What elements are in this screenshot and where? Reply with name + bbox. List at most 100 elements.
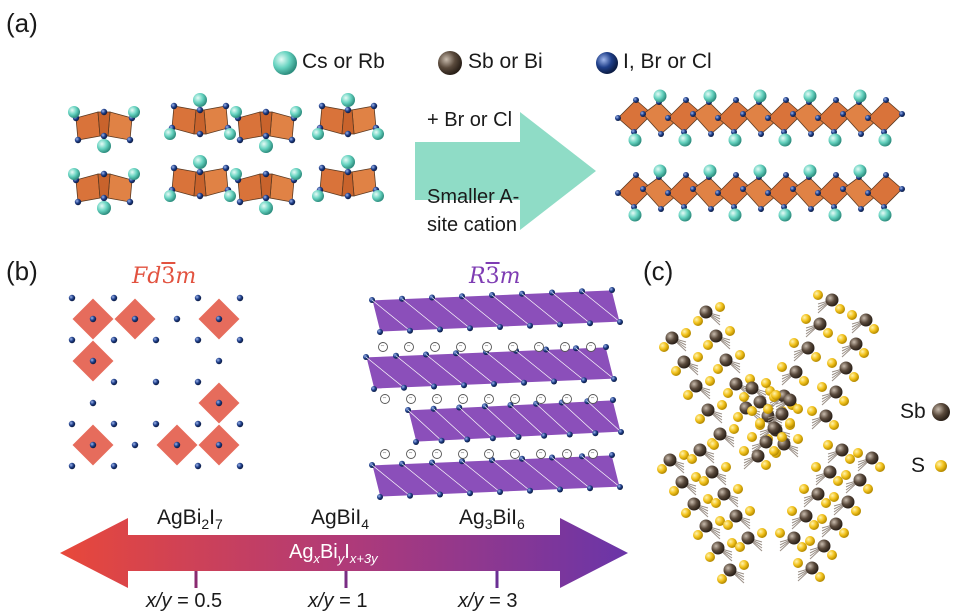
atom [110,462,118,470]
atom [790,111,796,117]
polyhedron [406,344,411,347]
atom [128,168,140,180]
atom [407,327,413,334]
atom [588,394,598,404]
atom [719,353,733,367]
atom [858,206,864,212]
atom [370,164,378,172]
atom [745,506,755,516]
atom [378,342,388,352]
bond [401,298,441,330]
atom [617,319,623,325]
atom [89,315,97,323]
atom [793,404,803,414]
polyhedron [171,105,197,135]
atom [380,394,390,404]
bond [461,460,501,493]
atom [510,449,520,459]
atom [679,450,689,460]
sb-atom-icon [932,403,950,421]
atom [725,326,735,336]
atom [841,470,851,480]
atom [262,132,270,140]
atom [100,132,108,140]
atom [739,392,749,402]
atom [640,186,646,192]
atom [728,208,742,222]
atom [372,128,384,140]
atom [801,314,811,324]
atom [633,97,639,103]
atom [815,190,821,196]
atom [799,484,809,494]
atom [840,111,846,117]
atom [193,155,207,169]
atom [615,115,621,121]
atom [658,206,664,212]
legend-s-label: S [911,454,926,477]
atom [510,394,520,404]
bond [545,349,585,381]
atom [878,208,892,222]
atom [653,89,667,103]
atom [527,487,533,494]
atom [747,406,757,416]
atom [831,204,837,210]
atom [693,530,703,540]
atom [817,539,831,553]
atom [438,437,445,444]
atom [845,454,855,464]
atom [74,198,82,206]
atom [152,336,160,344]
atom [881,204,887,210]
atom [695,414,705,424]
polyhedron [371,454,621,498]
atom [837,334,847,344]
atom [865,115,871,121]
atom [699,305,713,319]
atom [853,164,867,178]
space-group-fd3m: Fd3m [132,264,197,289]
atom [68,294,76,302]
bond [535,403,570,435]
atom [727,538,737,548]
atom [665,115,671,121]
polyhedron [408,451,413,454]
atom [815,115,821,121]
bond [459,407,494,439]
atom [215,357,223,365]
atom [508,342,518,352]
bond [407,409,442,442]
atom [690,186,696,192]
atom [875,462,885,472]
atom [757,528,767,538]
atom [68,336,76,344]
atom [413,439,419,445]
bond [561,402,596,434]
atom [849,372,859,382]
atom [401,384,407,391]
atom [853,89,867,103]
atom [126,136,134,144]
atom [853,448,863,458]
atom [731,204,737,210]
bond [365,356,405,389]
atom [344,106,352,114]
atom [731,129,737,135]
atom [631,129,637,135]
polyhedron [203,105,229,135]
atom [164,128,176,140]
atom [767,421,781,435]
bond [425,354,465,386]
sb2s3-structure [657,290,885,584]
atom [128,106,140,118]
bond [455,352,495,385]
atom [789,338,799,348]
atom [753,164,767,178]
atom [729,377,743,391]
atom [755,418,765,428]
atom [823,328,833,338]
atom [681,204,687,210]
atom [883,172,889,178]
bond [401,463,441,495]
